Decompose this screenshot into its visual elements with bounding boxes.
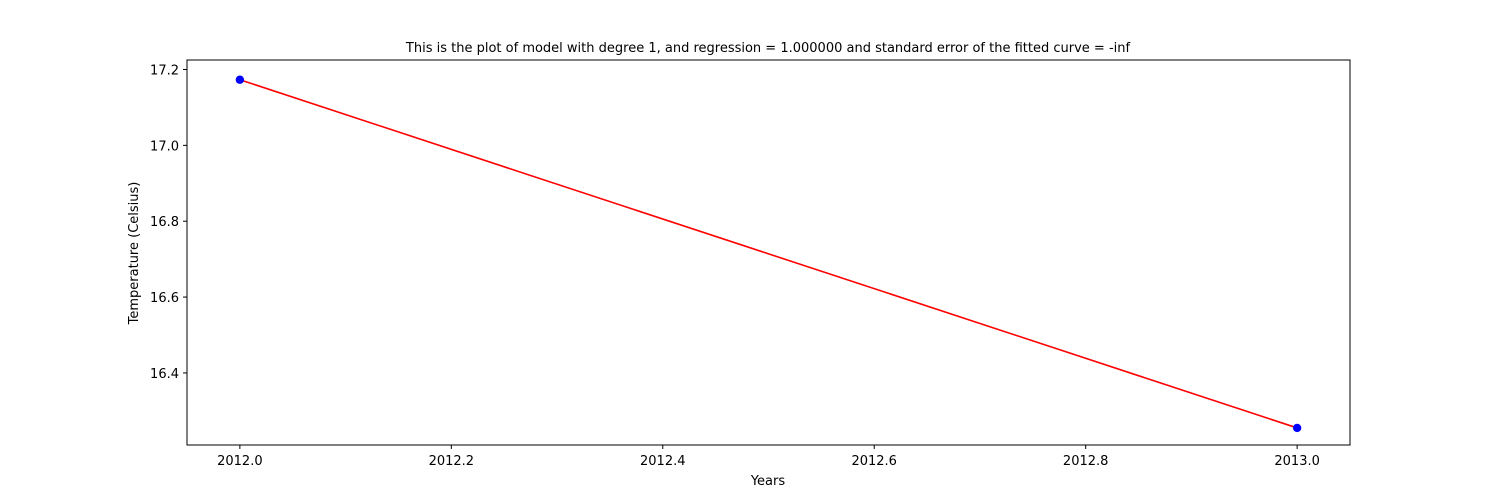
y-tick-label: 17.2 xyxy=(150,63,179,78)
x-tick-label: 2012.0 xyxy=(217,454,263,469)
x-axis: 2012.0 2012.2 2012.4 2012.6 2012.8 2013.0 xyxy=(217,445,1320,469)
y-tick-label: 16.6 xyxy=(150,291,179,306)
y-axis-label: Temperature (Celsius) xyxy=(127,182,142,326)
x-tick-label: 2012.2 xyxy=(429,454,475,469)
y-tick-label: 16.4 xyxy=(150,367,179,382)
chart-title: This is the plot of model with degree 1,… xyxy=(405,41,1131,56)
y-tick-label: 17.0 xyxy=(150,139,179,154)
x-axis-label: Years xyxy=(750,474,786,489)
x-tick-label: 2012.6 xyxy=(851,454,897,469)
series-layer xyxy=(235,75,1302,433)
x-tick-label: 2013.0 xyxy=(1274,454,1320,469)
x-tick-label: 2012.4 xyxy=(640,454,686,469)
data-point xyxy=(1292,423,1302,433)
y-tick-label: 16.8 xyxy=(150,215,179,230)
data-point xyxy=(235,75,245,84)
fit-line xyxy=(239,78,1298,429)
x-tick-label: 2012.8 xyxy=(1063,454,1109,469)
y-axis: 16.4 16.6 16.8 17.0 17.2 xyxy=(150,63,187,382)
